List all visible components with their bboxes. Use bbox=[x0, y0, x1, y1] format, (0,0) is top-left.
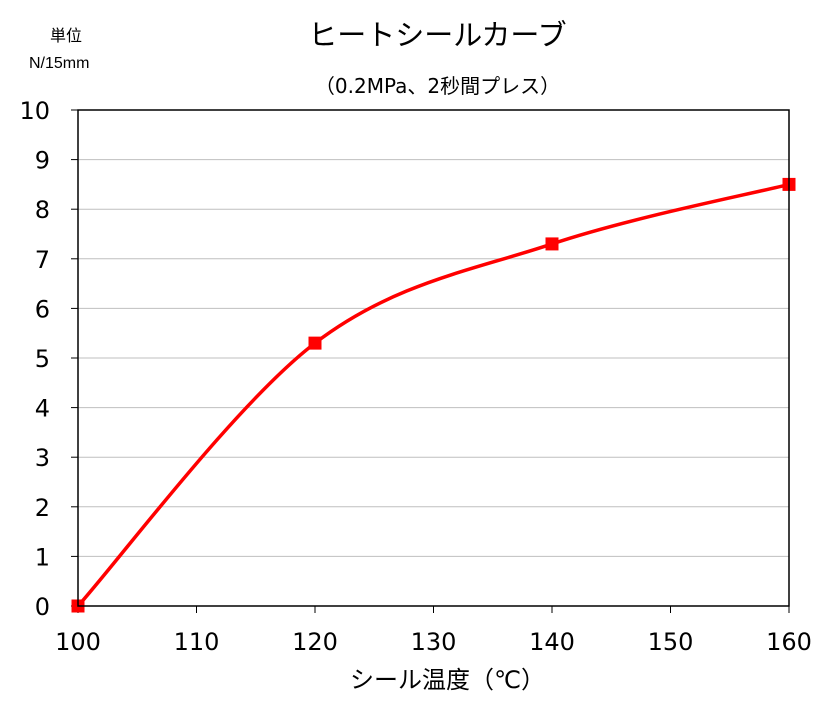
gridlines bbox=[71, 109, 790, 613]
x-tick-label: 160 bbox=[766, 628, 812, 656]
y-tick-label: 3 bbox=[35, 444, 50, 472]
y-tick-label: 2 bbox=[35, 494, 50, 522]
y-tick-label: 0 bbox=[35, 593, 50, 621]
x-tick-label: 140 bbox=[529, 628, 575, 656]
x-tick-label: 120 bbox=[292, 628, 338, 656]
y-unit-label: 単位 bbox=[50, 26, 83, 45]
y-unit-value: N/15mm bbox=[29, 55, 90, 72]
plot-area-frame bbox=[77, 109, 790, 607]
x-tick-label: 110 bbox=[174, 628, 220, 656]
x-tick-label: 150 bbox=[648, 628, 694, 656]
x-tick-label: 100 bbox=[55, 628, 101, 656]
chart-title: ヒートシールカーブ bbox=[308, 18, 567, 52]
series-layer bbox=[71, 177, 796, 613]
y-tick-label: 8 bbox=[35, 196, 50, 224]
y-tick-label: 10 bbox=[19, 97, 50, 125]
y-tick-label: 1 bbox=[35, 543, 50, 571]
y-tick-label: 9 bbox=[35, 147, 50, 175]
y-tick-label: 7 bbox=[35, 246, 50, 274]
x-axis-label: シール温度（℃） bbox=[350, 666, 545, 694]
data-point-marker bbox=[308, 336, 322, 350]
tick-labels: 0 1 2 3 4 5 6 7 8 9 10 100 110 120 130 140 150 160 bbox=[19, 97, 811, 656]
y-tick-label: 4 bbox=[35, 395, 50, 423]
y-tick-label: 6 bbox=[35, 295, 50, 323]
data-point-marker bbox=[545, 237, 559, 251]
y-tick-label: 5 bbox=[35, 345, 50, 373]
series-line bbox=[76, 182, 790, 608]
x-tick-label: 130 bbox=[411, 628, 457, 656]
chart-subtitle: （0.2MPa、2秒間プレス） bbox=[314, 74, 561, 98]
